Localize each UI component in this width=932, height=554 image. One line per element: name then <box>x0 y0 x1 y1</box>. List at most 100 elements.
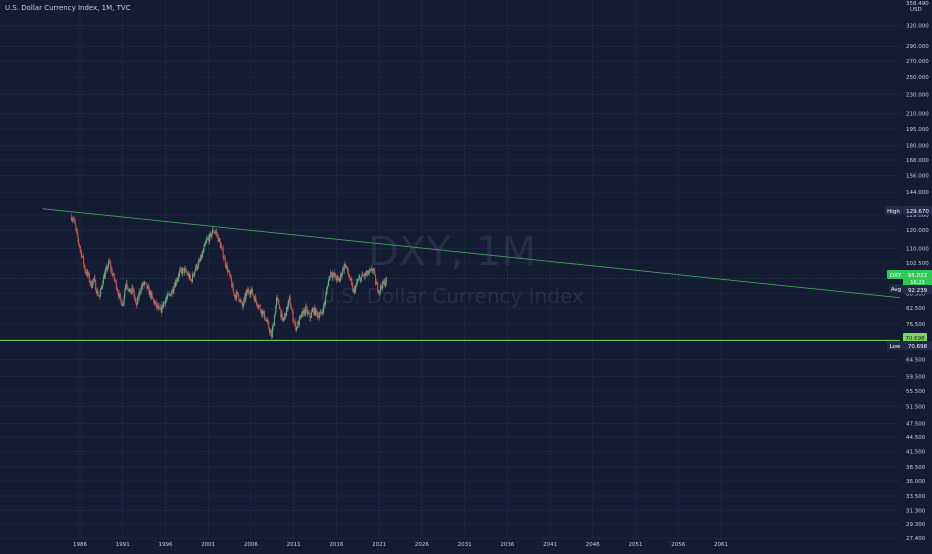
candle-body <box>329 276 331 278</box>
candle-body <box>174 286 176 288</box>
candle-body <box>206 238 209 240</box>
candle-body <box>235 295 237 299</box>
candle-body <box>203 247 205 252</box>
candle-body <box>366 270 368 274</box>
candle-body <box>278 299 280 305</box>
x-tick-label: 2021 <box>372 542 386 548</box>
candle-body <box>318 315 320 319</box>
candle-body <box>250 289 252 295</box>
candle-body <box>229 274 231 276</box>
candle-body <box>139 291 141 293</box>
low-label: Low <box>890 344 901 350</box>
candle-body <box>298 317 300 325</box>
candle-body <box>256 304 258 307</box>
candle-body <box>331 275 333 278</box>
y-tick-label: 76.500 <box>906 322 926 328</box>
drawing-lines[interactable] <box>0 208 918 341</box>
candle-body <box>85 271 87 273</box>
candle-body <box>201 252 204 258</box>
candle-body <box>350 278 352 282</box>
x-tick-label: 2011 <box>287 542 301 548</box>
candle-body <box>370 269 372 271</box>
price-scale-background[interactable] <box>900 0 932 538</box>
candle-body <box>322 312 324 313</box>
trendline[interactable] <box>42 208 918 301</box>
candle-body <box>94 278 96 281</box>
candle-body <box>165 299 167 301</box>
candle-body <box>98 295 100 297</box>
candle-body <box>261 309 263 314</box>
candle-body <box>141 286 143 288</box>
candle-body <box>144 282 146 283</box>
candle-body <box>301 311 303 318</box>
y-tick-label: 47.500 <box>906 421 926 427</box>
candle-body <box>168 293 170 295</box>
candle-body <box>129 288 131 290</box>
candle-body <box>262 312 264 316</box>
candle-body <box>134 296 136 300</box>
candle-body <box>267 320 269 323</box>
time-axis[interactable]: 1986 1991 1996 2001 2006 2011 2016 2021 2026 2031… <box>73 542 728 548</box>
candle-body <box>360 277 362 282</box>
candle-body <box>209 233 211 235</box>
candle-body <box>149 290 151 295</box>
x-tick-label: 1991 <box>116 542 130 548</box>
candle-body <box>254 297 256 302</box>
candle-body <box>192 274 194 276</box>
candle-body <box>150 293 152 298</box>
candle-body <box>122 303 124 306</box>
price-markers: High 129.670 DXY 95.022 16:23 Avg 92.239… <box>885 206 932 350</box>
candle-body <box>315 309 317 315</box>
candle-body <box>126 283 128 287</box>
candle-body <box>265 319 267 321</box>
candle-body <box>352 290 355 292</box>
candle-body <box>290 308 293 311</box>
candle-body <box>102 276 105 284</box>
candle-body <box>223 257 225 259</box>
candle-body <box>216 233 219 235</box>
candle-body <box>162 302 164 308</box>
candle-body <box>193 274 195 276</box>
candle-body <box>248 292 251 295</box>
candle-body <box>221 246 223 248</box>
candle-body <box>339 278 341 282</box>
candle-body <box>97 290 99 296</box>
candle-body <box>382 281 384 289</box>
candle-body <box>127 286 129 290</box>
candle-body <box>194 271 196 275</box>
candle-body <box>289 296 291 306</box>
candle-body <box>343 263 345 271</box>
candle-body <box>293 321 295 323</box>
watermark-name: U.S. Dollar Currency Index <box>320 284 584 308</box>
candle-body <box>333 272 335 275</box>
y-tick-label: 320.000 <box>906 24 929 30</box>
candle-body <box>369 270 371 271</box>
candle-body <box>72 219 74 221</box>
candle-body <box>220 246 222 248</box>
avg-marker: Avg 92.239 <box>889 284 932 294</box>
candle-body <box>117 292 120 297</box>
candle-body <box>92 278 95 281</box>
candle-body <box>308 313 310 315</box>
candle-body <box>166 297 168 300</box>
candle-body <box>172 289 174 294</box>
x-tick-label: 2056 <box>671 542 685 548</box>
candle-body <box>201 254 203 258</box>
candle-body <box>304 309 306 314</box>
candle-body <box>241 301 243 303</box>
candle-body <box>139 291 142 293</box>
candle-body <box>157 304 159 309</box>
candle-body <box>313 307 315 314</box>
candle-body <box>229 271 231 275</box>
candle-body <box>354 288 356 292</box>
candle-body <box>365 272 367 276</box>
y-tick-label: 102.500 <box>906 261 929 267</box>
y-tick-label: 29.300 <box>906 522 926 528</box>
candle-body <box>185 268 187 273</box>
candle-body <box>365 273 367 276</box>
candle-body <box>183 268 185 273</box>
candle-body <box>81 256 83 257</box>
candle-body <box>325 295 327 303</box>
